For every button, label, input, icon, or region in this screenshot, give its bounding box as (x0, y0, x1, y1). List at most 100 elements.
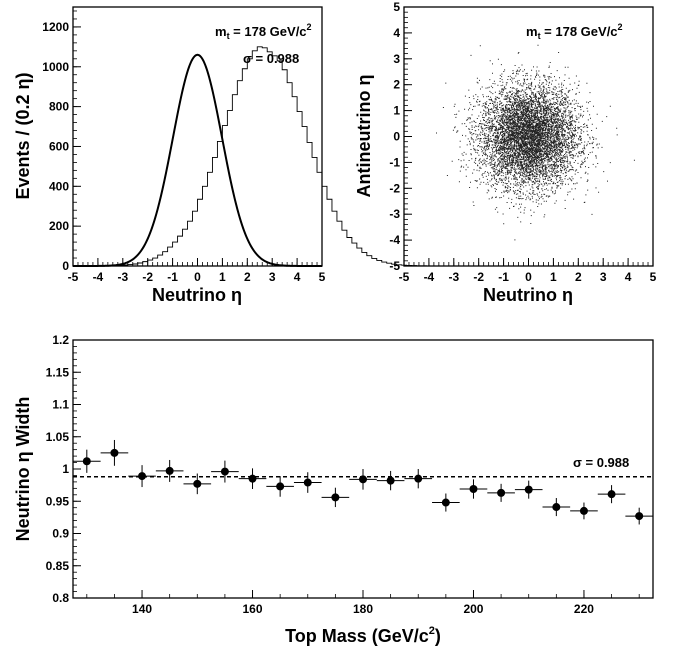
width-sigma-annotation: σ = 0.988 (573, 455, 629, 470)
histogram-y-tick-label: 1200 (42, 20, 69, 34)
point-marker (331, 493, 340, 502)
scatter-y-tick-label: 2 (393, 78, 400, 92)
point-marker (138, 472, 147, 481)
histogram-y-tick-label: 600 (49, 139, 69, 153)
scatter-points (436, 26, 635, 241)
histogram-sigma-annotation: σ = 0.988 (243, 51, 299, 66)
scatter-y-tick-label: 0 (393, 130, 400, 144)
point-marker (276, 482, 285, 491)
histogram-x-tick-label: -1 (167, 270, 178, 284)
data-point (321, 487, 350, 508)
scatter-y-tick-label: 5 (393, 0, 400, 14)
mass-value: = 178 GeV/c (541, 24, 618, 39)
histogram-y-tick-label: 800 (49, 100, 69, 114)
data-point (183, 473, 212, 495)
mass-subscript: t (538, 31, 541, 41)
data-point (542, 498, 571, 517)
x-label-close: ) (435, 626, 441, 646)
data-point (597, 485, 626, 504)
scatter-x-tick-label: 4 (625, 270, 632, 284)
point-marker (469, 484, 478, 493)
histogram-axes: -5 -4 -3 -2 -1 0 1 2 3 4 5 0 200 400 600 800 1000 1200 (42, 10, 326, 284)
point-marker (165, 466, 174, 475)
histogram-mass-annotation: mt = 178 GeV/c2 (215, 22, 312, 41)
width-x-tick-label: 220 (574, 602, 594, 616)
scatter-x-tick-label: -1 (498, 270, 509, 284)
point-marker (303, 478, 312, 487)
histogram-y-tick-label: 200 (49, 219, 69, 233)
histogram-x-tick-label: -3 (117, 270, 128, 284)
x-label-main: Top Mass (GeV/c (285, 626, 429, 646)
panel-width-vs-mass: 140 160 180 200 220 0.8 0.85 0.9 0.95 1 1.05 1.1 1.1… (13, 333, 654, 646)
scatter-mass-annotation: mt = 178 GeV/c2 (526, 22, 623, 41)
point-marker (386, 476, 395, 485)
point-marker (524, 485, 533, 494)
histogram-x-label: Neutrino η (152, 285, 242, 305)
data-point (211, 460, 239, 483)
scatter-x-tick-label: -5 (399, 270, 410, 284)
width-y-tick-label: 1.2 (52, 333, 69, 347)
width-y-tick-label: 1.15 (46, 365, 70, 379)
mass-value: = 178 GeV/c (230, 24, 307, 39)
data-point (349, 469, 377, 490)
data-point (487, 483, 515, 502)
scatter-axes: -5 -4 -3 -2 -1 0 1 2 3 4 5 -5 -4 -3 -2 -1 0 1 2 3 4 5 (389, 0, 656, 284)
point-marker (248, 474, 257, 483)
scatter-x-tick-label: 1 (550, 270, 557, 284)
scatter-y-tick-label: -4 (389, 233, 400, 247)
data-point (266, 476, 294, 497)
point-marker (607, 490, 616, 499)
width-x-tick-label: 140 (132, 602, 152, 616)
data-point (238, 468, 267, 489)
histogram-y-tick-label: 400 (49, 179, 69, 193)
scatter-y-tick-label: -5 (389, 259, 400, 273)
scatter-x-tick-label: -3 (448, 270, 459, 284)
histogram-x-tick-label: 5 (319, 270, 326, 284)
data-point (155, 459, 184, 482)
point-marker (635, 512, 644, 521)
histogram-x-tick-label: 4 (294, 270, 301, 284)
scatter-y-tick-label: -1 (389, 155, 400, 169)
scatter-x-tick-label: 0 (525, 270, 532, 284)
scatter-y-tick-label: 4 (393, 26, 400, 40)
scatter-y-tick-label: 1 (393, 104, 400, 118)
mass-symbol: m (526, 24, 538, 39)
scatter-x-label: Neutrino η (483, 285, 573, 305)
histogram-y-tick-label: 1000 (42, 60, 69, 74)
scatter-x-tick-label: 2 (575, 270, 582, 284)
point-marker (497, 488, 506, 497)
mass-symbol: m (215, 24, 227, 39)
point-marker (579, 506, 588, 515)
width-x-tick-label: 160 (243, 602, 263, 616)
histogram-y-tick-label: 0 (62, 259, 69, 273)
width-y-tick-label: 1 (62, 462, 69, 476)
data-point (376, 470, 405, 491)
point-marker (359, 475, 367, 484)
histogram-x-tick-label: 3 (269, 270, 276, 284)
histogram-x-tick-label: 0 (194, 270, 201, 284)
scatter-x-tick-label: -4 (424, 270, 435, 284)
width-y-tick-label: 0.95 (46, 494, 70, 508)
gaussian-fit-curve (73, 53, 322, 267)
point-marker (441, 498, 450, 507)
histogram-x-tick-label: 1 (219, 270, 226, 284)
data-point (128, 465, 156, 488)
data-point (293, 472, 322, 493)
point-marker (193, 479, 202, 488)
scatter-y-tick-label: 3 (393, 52, 400, 66)
width-y-tick-label: 0.85 (46, 559, 70, 573)
point-marker (552, 503, 561, 512)
width-y-label: Neutrino η Width (13, 397, 33, 542)
histogram-x-tick-label: -2 (142, 270, 153, 284)
width-x-label: Top Mass (GeV/c2) (285, 625, 441, 646)
mass-superscript: 2 (307, 22, 312, 32)
histogram-x-tick-label: -4 (93, 270, 104, 284)
histogram-x-tick-label: 2 (244, 270, 251, 284)
scatter-y-tick-label: -2 (389, 181, 400, 195)
scatter-y-tick-label: -3 (389, 207, 400, 221)
width-y-tick-label: 1.05 (46, 430, 70, 444)
width-x-tick-label: 200 (463, 602, 483, 616)
data-point (570, 502, 598, 520)
